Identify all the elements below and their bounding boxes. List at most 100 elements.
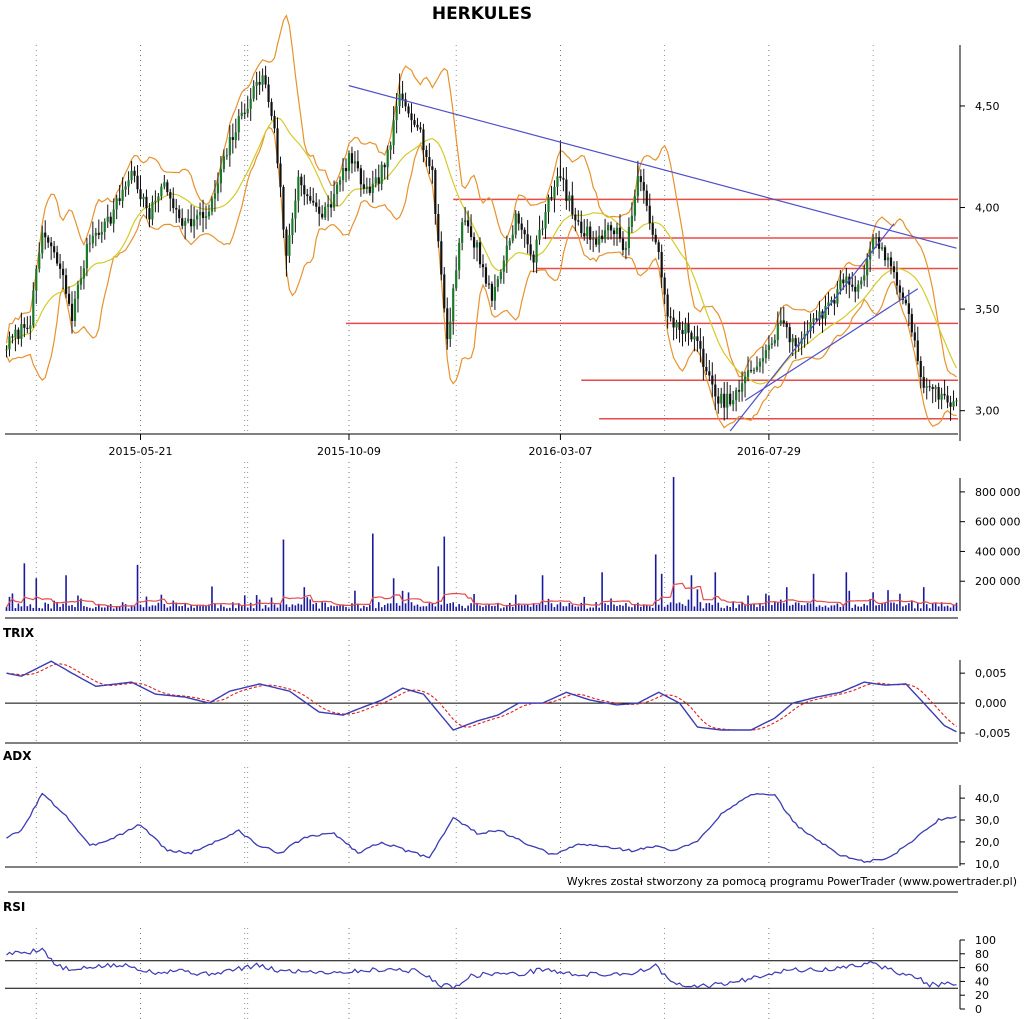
volume-bar-235	[705, 603, 708, 611]
volume-bar-303	[908, 603, 910, 611]
volume-bar-196	[589, 607, 592, 611]
candle-body-111	[335, 184, 339, 194]
volume-bar-185	[556, 604, 559, 611]
volume-bar-30	[95, 606, 97, 611]
volume-bar-244	[732, 602, 734, 611]
volume-bar-269	[806, 602, 809, 611]
candle-body-142	[428, 157, 431, 167]
candle-body-225	[675, 322, 678, 328]
volume-bar-188	[565, 606, 568, 611]
volume-bar-227	[681, 604, 684, 611]
candle-body-131	[395, 106, 398, 121]
volume-bar-10	[35, 578, 38, 611]
candle-body-193	[580, 221, 583, 234]
candle-body-190	[571, 195, 574, 215]
candle-body-35	[109, 216, 112, 224]
adx-y-axis: 40,0 30,0 20,0 10,0	[959, 785, 1000, 871]
volume-bar-8	[29, 604, 32, 611]
volume-bar-218	[654, 554, 657, 611]
candle-body-53	[163, 182, 166, 187]
volume-bar-199	[598, 607, 600, 611]
candle-body-26	[82, 268, 86, 279]
candle-body-201	[603, 230, 607, 240]
candle-body-189	[568, 195, 571, 201]
candle-body-265	[794, 338, 797, 346]
volume-bar-276	[827, 607, 830, 611]
volume-bar-183	[550, 603, 553, 611]
volume-bar-14	[47, 603, 49, 611]
volume-bar-201	[604, 603, 606, 611]
volume-bar-318	[952, 604, 955, 611]
volume-bar-54	[166, 607, 169, 611]
candle-body-182	[547, 197, 550, 213]
candle-body-97	[294, 200, 297, 219]
volume-bar-85	[258, 599, 261, 611]
volume-bar-83	[252, 608, 255, 611]
volume-bar-61	[187, 607, 189, 611]
volume-bar-236	[708, 602, 711, 611]
candle-body-105	[318, 206, 321, 214]
rsi-tick-label-4: 20	[975, 989, 989, 1002]
candle-body-166	[499, 271, 502, 280]
rsi-line	[6, 947, 957, 990]
adx-line	[6, 792, 957, 864]
candle-body-36	[112, 209, 115, 224]
candle-body-194	[583, 233, 586, 237]
candle-body-167	[502, 260, 505, 272]
volume-bar-130	[392, 578, 395, 611]
volume-bar-189	[568, 603, 571, 611]
adx-grid	[5, 767, 958, 868]
volume-bar-217	[651, 607, 654, 611]
volume-bar-262	[785, 587, 788, 611]
candle-body-243	[729, 393, 732, 405]
volume-bars	[5, 477, 958, 611]
candle-body-222	[666, 294, 669, 317]
volume-bar-229	[687, 599, 690, 611]
candle-body-181	[544, 212, 547, 229]
volume-bar-159	[479, 605, 481, 611]
candle-body-254	[761, 358, 765, 362]
candle-body-154	[464, 220, 467, 223]
date-x-axis: 2015-05-21 2015-10-09 2016-03-07 2016-07-29	[5, 433, 958, 458]
candle-body-117	[353, 161, 357, 164]
candle-body-44	[136, 175, 139, 190]
candle-body-96	[291, 218, 294, 236]
candle-body-74	[225, 155, 228, 157]
candle-body-132	[398, 93, 401, 107]
volume-bar-65	[199, 606, 201, 611]
volume-bar-32	[100, 607, 103, 611]
candle-body-299	[895, 272, 899, 286]
volume-bar-223	[669, 602, 672, 611]
volume-bar-282	[845, 572, 848, 611]
candle-body-239	[717, 396, 720, 404]
candle-body-64	[195, 215, 199, 220]
candle-body-0	[5, 349, 8, 351]
volume-bar-284	[851, 607, 854, 611]
candle-body-221	[663, 277, 666, 295]
candle-body-146	[440, 241, 443, 275]
candle-body-101	[306, 194, 309, 197]
volume-bar-170	[511, 606, 514, 611]
volume-bar-245	[735, 608, 737, 611]
candle-body-310	[928, 386, 931, 388]
candle-body-298	[892, 266, 896, 273]
volume-bar-95	[288, 607, 291, 611]
volume-tick-label-3: 200 000	[975, 575, 1021, 588]
candle-body-191	[574, 214, 577, 221]
candle-body-196	[589, 226, 592, 240]
volume-bar-182	[547, 598, 550, 611]
trix-lines	[6, 660, 957, 733]
volume-bar-305	[914, 608, 916, 611]
volume-bar-47	[145, 596, 148, 611]
candle-body-83	[252, 86, 255, 99]
volume-bar-68	[208, 604, 210, 611]
volume-bar-19	[62, 603, 64, 611]
candle-body-214	[642, 182, 645, 191]
volume-bar-254	[762, 605, 764, 611]
volume-bar-263	[788, 605, 791, 611]
trendlines	[348, 85, 957, 432]
volume-bar-260	[780, 599, 782, 611]
candle-body-174	[523, 229, 526, 235]
candle-body-120	[362, 184, 365, 189]
